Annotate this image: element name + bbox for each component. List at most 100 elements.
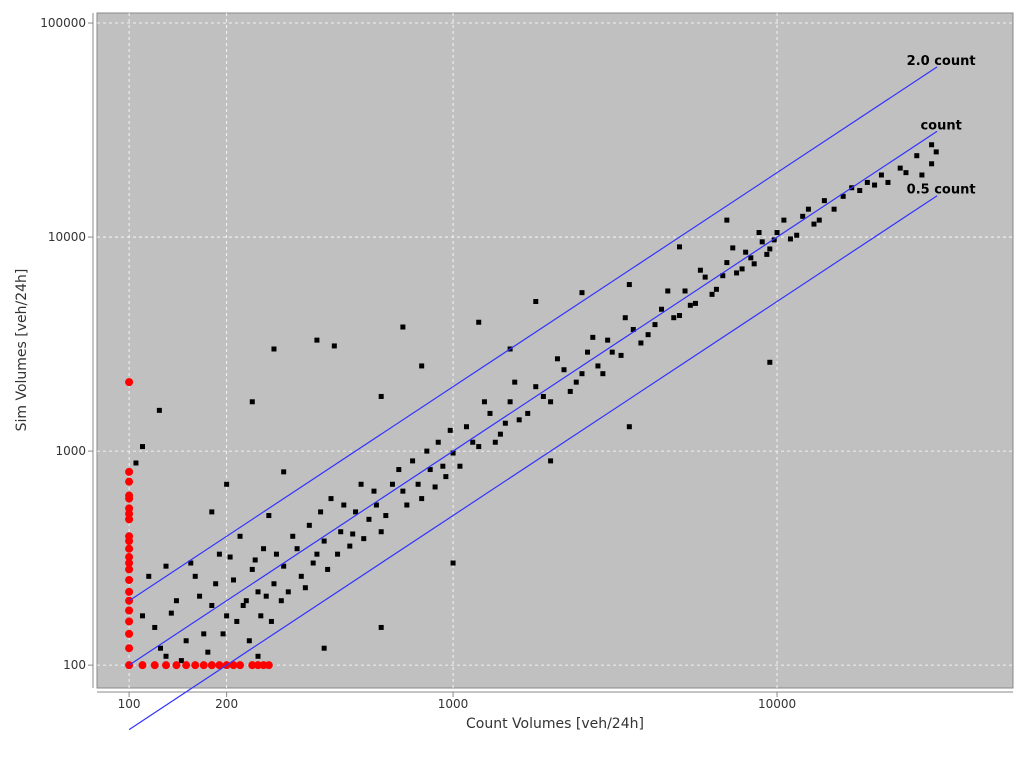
point bbox=[325, 566, 331, 572]
point bbox=[258, 613, 264, 619]
point bbox=[671, 315, 677, 321]
point bbox=[191, 661, 200, 670]
point bbox=[502, 420, 508, 426]
point bbox=[213, 581, 219, 587]
point bbox=[652, 322, 658, 328]
point bbox=[800, 213, 806, 219]
point bbox=[249, 566, 255, 572]
point bbox=[748, 255, 754, 261]
point bbox=[457, 463, 463, 469]
point bbox=[197, 593, 203, 599]
reference-label: 2.0 count bbox=[907, 54, 976, 69]
point bbox=[240, 602, 246, 608]
point bbox=[389, 481, 395, 487]
point bbox=[125, 559, 134, 568]
y-tick-label: 1000 bbox=[55, 444, 86, 458]
point bbox=[224, 613, 230, 619]
point bbox=[254, 661, 263, 670]
point bbox=[507, 399, 513, 405]
y-tick-label: 100 bbox=[63, 658, 86, 672]
point bbox=[125, 606, 134, 615]
point bbox=[548, 458, 554, 464]
point bbox=[373, 502, 379, 508]
point bbox=[645, 332, 651, 338]
point bbox=[677, 313, 683, 319]
point bbox=[756, 230, 762, 236]
point bbox=[659, 306, 665, 312]
point bbox=[271, 581, 277, 587]
point bbox=[188, 560, 194, 566]
point bbox=[443, 474, 449, 480]
point bbox=[125, 617, 134, 626]
point bbox=[697, 267, 703, 273]
point bbox=[821, 198, 827, 204]
point bbox=[470, 439, 476, 445]
point bbox=[278, 598, 284, 604]
reference-line bbox=[128, 66, 938, 602]
point bbox=[682, 288, 688, 294]
y-axis-label: Sim Volumes [veh/24h] bbox=[14, 269, 30, 432]
point bbox=[492, 439, 498, 445]
point bbox=[335, 551, 341, 557]
point bbox=[739, 266, 745, 272]
reference-line bbox=[128, 195, 938, 731]
point bbox=[172, 661, 181, 670]
point bbox=[600, 371, 606, 377]
point bbox=[224, 481, 230, 487]
point bbox=[914, 153, 920, 159]
point bbox=[590, 334, 596, 340]
point bbox=[273, 551, 279, 557]
point bbox=[298, 573, 304, 579]
point bbox=[310, 560, 316, 566]
point bbox=[885, 179, 891, 185]
point bbox=[692, 300, 698, 306]
point bbox=[567, 388, 573, 394]
point bbox=[178, 658, 184, 664]
point bbox=[168, 610, 174, 616]
y-tick-label: 10000 bbox=[48, 230, 86, 244]
point bbox=[497, 431, 503, 437]
point bbox=[133, 460, 139, 466]
point bbox=[378, 624, 384, 630]
point bbox=[561, 367, 567, 373]
point bbox=[579, 371, 585, 377]
point bbox=[290, 533, 296, 539]
point bbox=[734, 270, 740, 276]
point bbox=[771, 237, 777, 243]
point bbox=[400, 488, 406, 494]
point bbox=[163, 563, 169, 569]
reference-label: 0.5 count bbox=[907, 183, 976, 198]
point bbox=[255, 653, 261, 659]
point bbox=[432, 484, 438, 490]
point bbox=[353, 509, 359, 515]
point bbox=[767, 359, 773, 365]
point bbox=[903, 170, 909, 176]
point bbox=[805, 206, 811, 212]
point bbox=[216, 551, 222, 557]
point bbox=[152, 624, 158, 630]
point bbox=[605, 337, 611, 343]
point bbox=[787, 236, 793, 242]
point bbox=[677, 244, 683, 250]
point bbox=[361, 536, 367, 542]
point bbox=[929, 161, 935, 167]
point bbox=[794, 232, 800, 238]
point bbox=[215, 661, 224, 670]
point bbox=[321, 538, 327, 544]
point bbox=[271, 346, 277, 352]
point bbox=[281, 563, 287, 569]
point bbox=[125, 537, 134, 546]
point bbox=[243, 598, 249, 604]
point bbox=[338, 529, 344, 535]
reference-label: count bbox=[920, 118, 961, 133]
point bbox=[764, 251, 770, 257]
point bbox=[318, 509, 324, 515]
point bbox=[878, 172, 884, 178]
point bbox=[540, 393, 546, 399]
point bbox=[125, 544, 134, 553]
point bbox=[383, 513, 389, 519]
point bbox=[811, 221, 817, 227]
point bbox=[533, 384, 539, 390]
point bbox=[840, 193, 846, 199]
point bbox=[463, 424, 469, 430]
